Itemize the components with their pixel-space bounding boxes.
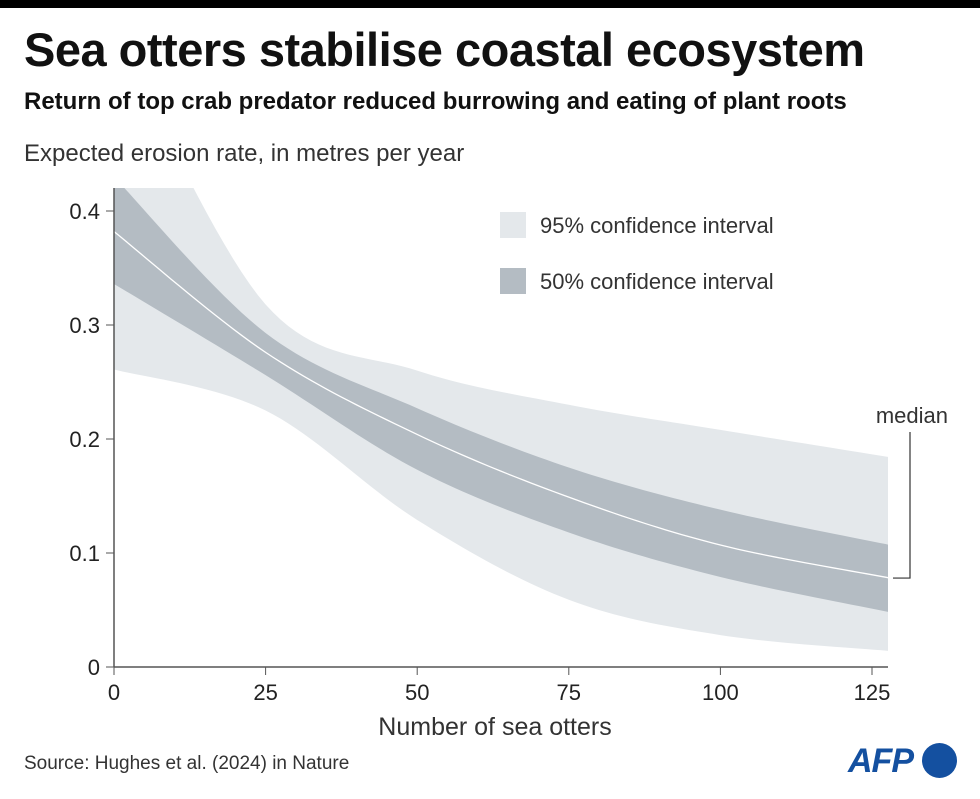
median-callout-line: [893, 432, 911, 579]
legend-label: 95% confidence interval: [540, 213, 774, 238]
x-axis-label: Number of sea otters: [378, 713, 611, 741]
legend-swatch-ci95: [500, 212, 526, 238]
top-bar: [0, 0, 980, 8]
chart-subtitle: Return of top crab predator reduced burr…: [24, 88, 847, 115]
legend-label: 50% confidence interval: [540, 269, 774, 294]
afp-logo: AFP: [848, 742, 914, 780]
source-note: Source: Hughes et al. (2024) in Nature: [24, 753, 350, 774]
y-axis-label: Expected erosion rate, in metres per yea…: [24, 140, 465, 167]
x-tick-label: 100: [702, 680, 739, 705]
afp-logo-dot: [922, 743, 957, 778]
y-tick-label: 0.2: [69, 427, 100, 452]
x-tick-label: 75: [557, 680, 581, 705]
y-tick-label: 0: [88, 655, 100, 680]
x-tick-label: 0: [108, 680, 120, 705]
ci50-band: [114, 188, 888, 612]
y-tick-label: 0.1: [69, 541, 100, 566]
y-tick-label: 0.3: [69, 313, 100, 338]
y-tick-label: 0.4: [69, 199, 100, 224]
x-tick-label: 50: [405, 680, 429, 705]
median-label: median: [876, 403, 948, 428]
chart-title: Sea otters stabilise coastal ecosystem: [24, 23, 865, 76]
legend-swatch-ci50: [500, 268, 526, 294]
x-tick-label: 25: [253, 680, 277, 705]
median-line: [114, 231, 888, 579]
x-tick-label: 125: [854, 680, 891, 705]
